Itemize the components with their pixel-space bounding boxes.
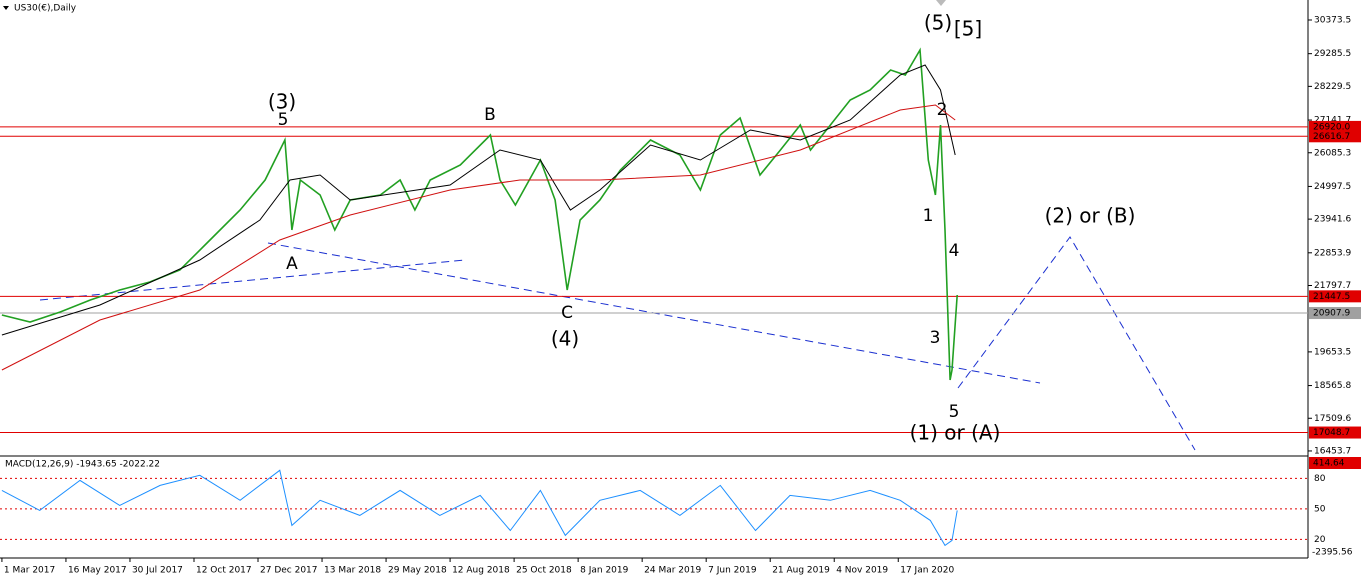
y-tick-label: 27141.7 bbox=[1314, 116, 1351, 126]
level-tag bbox=[1309, 120, 1361, 133]
macd-title: MACD(12,26,9) -1943.65 -2022.22 bbox=[5, 460, 160, 470]
x-tick-label: 8 Jan 2019 bbox=[580, 566, 628, 576]
level-label: 26616.7 bbox=[1313, 132, 1350, 142]
x-tick-label: 25 Oct 2018 bbox=[516, 566, 572, 576]
x-tick-label: 24 Mar 2019 bbox=[644, 566, 701, 576]
x-tick-label: 21 Aug 2019 bbox=[772, 566, 830, 576]
shift-marker bbox=[936, 0, 946, 6]
level-label: 26920.0 bbox=[1313, 122, 1350, 132]
y-tick-label: 16453.7 bbox=[1314, 446, 1351, 456]
macd-level-label: 20 bbox=[1314, 535, 1326, 545]
chart-title: US30(€),Daily bbox=[14, 4, 77, 14]
y-tick-label: 23941.6 bbox=[1314, 215, 1351, 225]
wave-label: (5) bbox=[924, 11, 952, 35]
y-tick-label: 30373.5 bbox=[1314, 15, 1351, 25]
y-tick-label: 18565.8 bbox=[1314, 381, 1351, 391]
title-arrow bbox=[3, 6, 9, 10]
y-tick-label: 24997.5 bbox=[1314, 182, 1351, 192]
wave-label: (3) bbox=[268, 90, 296, 114]
x-tick-label: 1 Mar 2017 bbox=[4, 566, 55, 576]
x-tick-label: 16 May 2017 bbox=[68, 566, 127, 576]
x-tick-label: 30 Jul 2017 bbox=[132, 566, 183, 576]
level-label: 17048.7 bbox=[1313, 428, 1350, 438]
level-label: 21447.5 bbox=[1313, 292, 1350, 302]
wave-label: (2) or (B) bbox=[1045, 204, 1136, 228]
wave-label: 4 bbox=[949, 241, 960, 261]
wave-label: 1 bbox=[923, 206, 934, 226]
macd-line bbox=[1, 469, 958, 547]
level-tag bbox=[1309, 426, 1361, 439]
wave-label: [5] bbox=[954, 17, 982, 41]
macd-top-tag bbox=[1309, 457, 1361, 469]
wave-label: (4) bbox=[551, 327, 579, 351]
macd-level-label: 80 bbox=[1314, 474, 1326, 484]
x-tick-label: 27 Dec 2017 bbox=[260, 566, 318, 576]
y-tick-label: 17509.6 bbox=[1314, 414, 1351, 424]
macd-top-label: 414.64 bbox=[1313, 459, 1345, 469]
macd-level-label: 50 bbox=[1314, 504, 1326, 514]
x-tick-label: 7 Jun 2019 bbox=[708, 566, 757, 576]
price-line bbox=[1, 64, 956, 336]
level-label: 20907.9 bbox=[1313, 309, 1350, 319]
x-tick-label: 12 Oct 2017 bbox=[196, 566, 252, 576]
y-tick-label: 22853.9 bbox=[1314, 248, 1351, 258]
x-tick-label: 13 Mar 2018 bbox=[324, 566, 381, 576]
y-tick-label: 19653.5 bbox=[1314, 347, 1351, 357]
wave-label: A bbox=[286, 254, 298, 274]
price-line bbox=[1, 104, 956, 371]
level-tag bbox=[1309, 130, 1361, 143]
price-line bbox=[1, 47, 958, 381]
wave-label: B bbox=[484, 105, 496, 125]
x-tick-label: 12 Aug 2018 bbox=[452, 566, 510, 576]
x-tick-label: 17 Jan 2020 bbox=[900, 566, 954, 576]
projection bbox=[957, 236, 1196, 451]
wave-label: 2 bbox=[937, 100, 948, 120]
y-tick-label: 26085.3 bbox=[1314, 148, 1351, 158]
wave-label: C bbox=[561, 303, 573, 323]
wave-label: 3 bbox=[930, 328, 941, 348]
wave-label: 5 bbox=[278, 110, 289, 130]
x-tick-label: 29 May 2018 bbox=[388, 566, 447, 576]
wave-label: (1) or (A) bbox=[910, 421, 1001, 445]
level-tag bbox=[1309, 290, 1361, 303]
wave-label: 5 bbox=[949, 402, 960, 422]
level-tag bbox=[1309, 307, 1361, 320]
y-tick-label: 21797.7 bbox=[1314, 281, 1351, 291]
y-tick-label: 29285.5 bbox=[1314, 49, 1351, 59]
macd-bottom-label: -2395.56 bbox=[1312, 548, 1353, 558]
x-tick-label: 4 Nov 2019 bbox=[836, 566, 888, 576]
y-tick-label: 28229.5 bbox=[1314, 82, 1351, 92]
